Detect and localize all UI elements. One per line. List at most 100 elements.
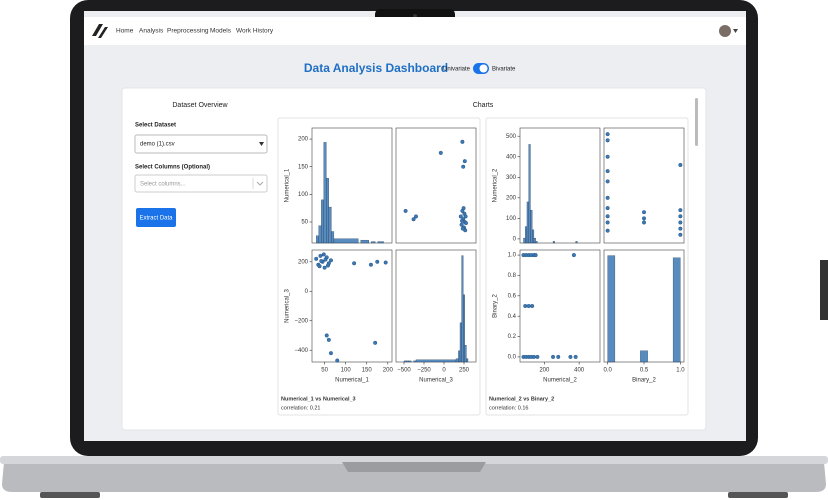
y-tick-label: 0.2	[508, 334, 517, 340]
scatter-point	[383, 260, 388, 265]
y-tick-label: 500	[506, 134, 517, 140]
hist-bar	[406, 360, 409, 363]
scatter-point	[530, 304, 535, 309]
hist-bar	[535, 241, 538, 244]
x-tick-label: 400	[574, 368, 585, 374]
y-tick-label: 0.0	[508, 354, 517, 360]
hist-bar	[466, 358, 469, 363]
avatar[interactable]	[719, 25, 731, 37]
scatter-point	[464, 221, 469, 226]
x-tick-label: 100	[341, 368, 352, 374]
scatter-point	[458, 214, 463, 219]
hist-bar	[455, 358, 459, 363]
scatter-point	[460, 226, 465, 231]
nav-link[interactable]: Preprocessing	[167, 28, 209, 35]
plot-caption: Numerical_2 vs Binary_2	[489, 396, 554, 402]
x-axis-label: Numerical_1	[335, 378, 369, 384]
x-tick-label: −250	[417, 368, 431, 374]
scatter-point	[375, 259, 380, 264]
x-tick-label: −500	[397, 368, 411, 374]
x-tick-label: 200	[383, 368, 394, 374]
y-tick-label: 50	[301, 220, 308, 226]
scatter-point	[535, 354, 540, 359]
columns-input[interactable]	[134, 174, 268, 193]
scatter-point	[678, 232, 683, 237]
y-axis-label: Numerical_2	[493, 168, 499, 202]
hist-bar	[413, 360, 417, 363]
x-axis-label: Binary_2	[632, 378, 656, 384]
scatter-point	[352, 261, 357, 266]
hist-bar	[403, 360, 407, 363]
scatter-point	[605, 195, 610, 200]
scatter-point	[605, 179, 610, 184]
page-title: Data Analysis Dashboard	[304, 61, 448, 75]
y-tick-label: 200	[298, 137, 309, 143]
opening-notch	[342, 462, 486, 472]
scrollbar[interactable]	[695, 98, 698, 146]
scatter-point	[321, 252, 326, 257]
hist-bar	[552, 241, 555, 244]
extract-button[interactable]	[136, 208, 176, 227]
nav-link[interactable]: Home	[116, 28, 134, 35]
scatter-point	[678, 162, 683, 167]
x-axis-label: Numerical_2	[543, 378, 577, 384]
laptop-base	[2, 462, 826, 492]
hist-bar	[321, 199, 324, 244]
x-axis-label: Numerical_3	[419, 378, 453, 384]
scatter-point	[556, 354, 561, 359]
hist-bar	[458, 350, 461, 363]
y-tick-label: 100	[298, 192, 309, 198]
nav-link[interactable]: Work History	[236, 28, 274, 35]
toggle-knob	[479, 64, 488, 73]
dropdown-caret[interactable]	[733, 29, 738, 33]
placeholder: Select columns...	[140, 182, 186, 188]
x-tick-label: 0.0	[603, 368, 612, 374]
dataset-select[interactable]	[134, 134, 268, 154]
logo[interactable]	[92, 24, 108, 38]
hist-bar	[331, 231, 335, 244]
scatter-point	[533, 253, 538, 258]
nav-link[interactable]: Models	[210, 28, 232, 35]
hist-bar	[525, 226, 528, 244]
hist-bar	[360, 239, 369, 244]
x-tick-label: 50	[321, 368, 328, 374]
hist-bar	[528, 144, 531, 244]
scatter-point	[605, 206, 610, 211]
hist-bar	[415, 359, 457, 363]
scatter-point	[573, 354, 578, 359]
hist-bar	[672, 257, 681, 363]
scatter-point	[319, 259, 324, 264]
scatter-point	[411, 217, 416, 222]
section-title: Dataset Overview	[172, 102, 228, 109]
y-tick-label: 0.8	[508, 273, 517, 279]
subplot-frame	[603, 127, 685, 244]
plot-caption: Numerical_1 vs Numerical_3	[281, 396, 356, 402]
subplot-frame	[519, 249, 601, 363]
y-axis-label: Numerical_1	[285, 168, 291, 202]
foot	[40, 492, 100, 498]
nav-link[interactable]: Analysis	[139, 28, 164, 35]
subplot-frame	[519, 127, 601, 244]
scatter-point	[373, 340, 378, 345]
y-tick-label: 150	[298, 164, 309, 170]
y-tick-label: 0.4	[508, 314, 517, 320]
scatter-point	[463, 214, 468, 219]
scatter-point	[678, 220, 683, 225]
hist-bar	[371, 241, 376, 244]
toggle-label: Univariate	[443, 67, 471, 73]
scatter-point	[318, 253, 323, 258]
correlation: correlation: 0.16	[489, 405, 528, 411]
section-title: Charts	[473, 102, 494, 109]
scatter-point	[461, 206, 466, 211]
scatter-point	[678, 226, 683, 231]
scatter-point	[531, 354, 536, 359]
scatter-point	[314, 256, 319, 261]
navbar	[84, 17, 746, 45]
x-tick-label: 200	[539, 368, 550, 374]
select-value: demo (1).csv	[140, 142, 175, 148]
y-tick-label: −400	[294, 348, 308, 354]
scatter-point	[335, 358, 340, 363]
hist-bar	[326, 178, 329, 244]
y-tick-label: 0	[305, 289, 309, 295]
scatter-point	[526, 304, 531, 309]
